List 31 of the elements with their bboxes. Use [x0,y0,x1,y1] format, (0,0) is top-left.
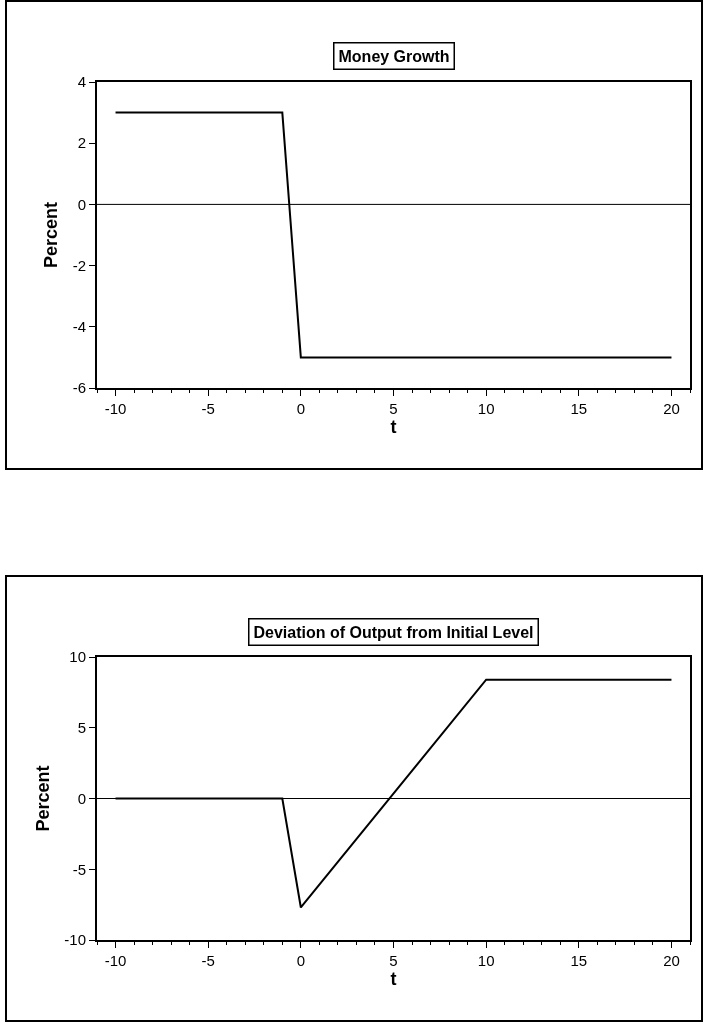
y-tick-label: 5 [77,719,86,736]
y-tick-label: -4 [72,318,86,336]
x-tick-label: 0 [296,400,306,417]
x-tick-label: 15 [570,400,588,417]
x-axis-title: t [390,417,397,437]
x-tick-label: 15 [570,952,588,969]
x-tick-label: -5 [201,400,215,417]
chart-title: Money Growth [338,47,450,65]
chart-title: Deviation of Output from Initial Level [253,623,534,641]
y-axis-title: Percent [33,765,54,832]
x-axis-title: t [390,969,397,989]
y-tick-label: 0 [77,195,86,213]
x-tick-label: 20 [663,952,680,969]
x-tick-label: 5 [389,400,398,417]
y-tick-label: -6 [72,379,86,397]
y-tick-label: -5 [72,860,86,878]
x-tick-label: -5 [201,952,215,969]
y-tick-label: 2 [77,134,86,152]
x-tick-label: 10 [477,400,495,417]
y-tick-label: -2 [72,256,86,274]
x-tick-label: 10 [477,952,495,969]
x-tick-label: -10 [104,400,127,417]
x-tick-label: 5 [389,952,398,969]
x-tick-label: 0 [296,952,306,969]
y-tick-label: -10 [64,931,86,949]
x-tick-label: -10 [104,952,127,969]
y-tick-label: 0 [77,789,86,807]
x-tick-label: 20 [663,400,680,417]
y-tick-label: 4 [77,73,86,91]
y-tick-label: 10 [69,648,86,666]
y-axis-title: Percent [41,201,62,269]
